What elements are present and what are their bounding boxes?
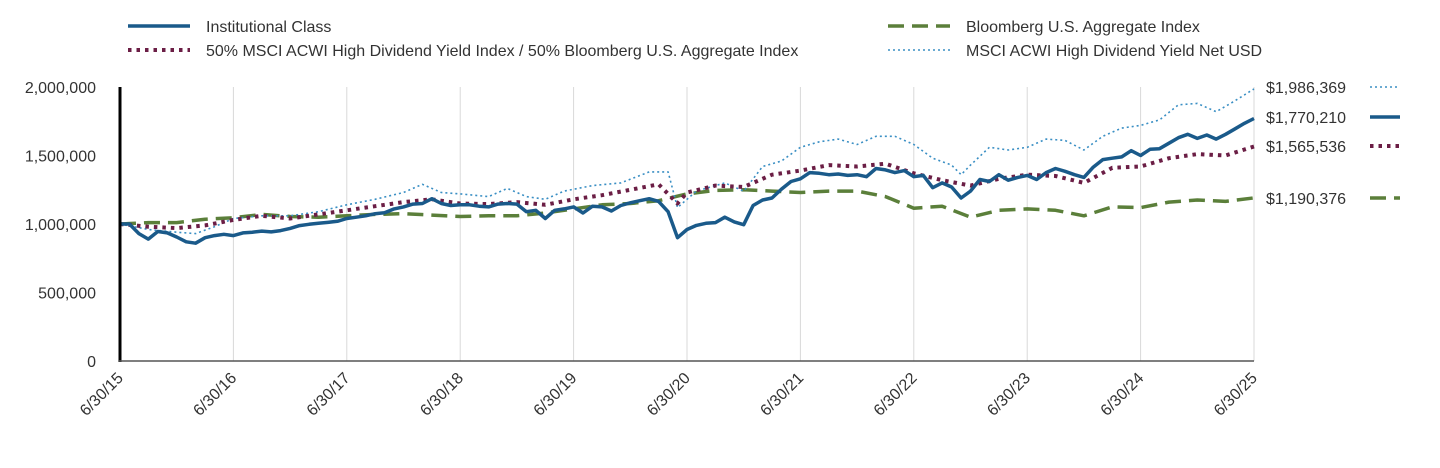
y-tick-label: 1,000,000 [25, 217, 96, 234]
series-line-0 [120, 116, 1255, 245]
legend-label-blended-index: 50% MSCI ACWI High Dividend Yield Index … [206, 43, 798, 60]
y-tick-label: 2,000,000 [25, 80, 96, 97]
x-tick-label: 6/30/23 [984, 370, 1034, 420]
x-tick-label: 6/30/19 [531, 370, 581, 420]
end-label-value: $1,565,536 [1266, 139, 1346, 156]
x-tick-label: 6/30/18 [417, 370, 467, 420]
end-label-value: $1,770,210 [1266, 110, 1346, 127]
x-tick-label: 6/30/16 [190, 370, 240, 420]
legend-label-msci-acwi-hdy: MSCI ACWI High Dividend Yield Net USD [966, 43, 1262, 60]
x-axis-tick-labels: 6/30/15 6/30/16 6/30/17 6/30/18 6/30/19 6/30/… [77, 370, 1261, 420]
legend-item-msci-acwi-hdy: MSCI ACWI High Dividend Yield Net USD [888, 43, 1262, 60]
end-label-value: $1,986,369 [1266, 80, 1346, 97]
x-tick-label: 6/30/22 [871, 370, 921, 420]
x-tick-label: 6/30/15 [77, 370, 127, 420]
axes [118, 87, 1254, 362]
legend-item-institutional-class: Institutional Class [128, 19, 331, 36]
end-value-labels: $1,986,369 $1,770,210 $1,565,536 $1,190,376 [1266, 80, 1400, 208]
end-label-value: $1,190,376 [1266, 191, 1346, 208]
y-tick-label: 500,000 [38, 286, 96, 303]
x-tick-label: 6/30/20 [644, 370, 694, 420]
legend-item-blended-index: 50% MSCI ACWI High Dividend Yield Index … [128, 43, 798, 60]
x-tick-label: 6/30/25 [1211, 370, 1261, 420]
series-line-3 [119, 88, 1255, 235]
series-lines [119, 88, 1255, 245]
gridlines [232, 87, 1255, 361]
y-tick-label: 1,500,000 [25, 149, 96, 166]
x-tick-label: 6/30/21 [757, 370, 807, 420]
legend-item-bloomberg-aggregate: Bloomberg U.S. Aggregate Index [888, 19, 1200, 36]
legend-label-bloomberg-aggregate: Bloomberg U.S. Aggregate Index [966, 19, 1200, 36]
x-tick-label: 6/30/24 [1098, 370, 1148, 420]
legend: Institutional Class 50% MSCI ACWI High D… [128, 19, 1262, 60]
x-tick-label: 6/30/17 [304, 370, 354, 420]
y-tick-label: 0 [87, 354, 96, 371]
legend-label-institutional-class: Institutional Class [206, 19, 331, 36]
y-axis-tick-labels: 0 500,000 1,000,000 1,500,000 2,000,000 [25, 80, 96, 371]
